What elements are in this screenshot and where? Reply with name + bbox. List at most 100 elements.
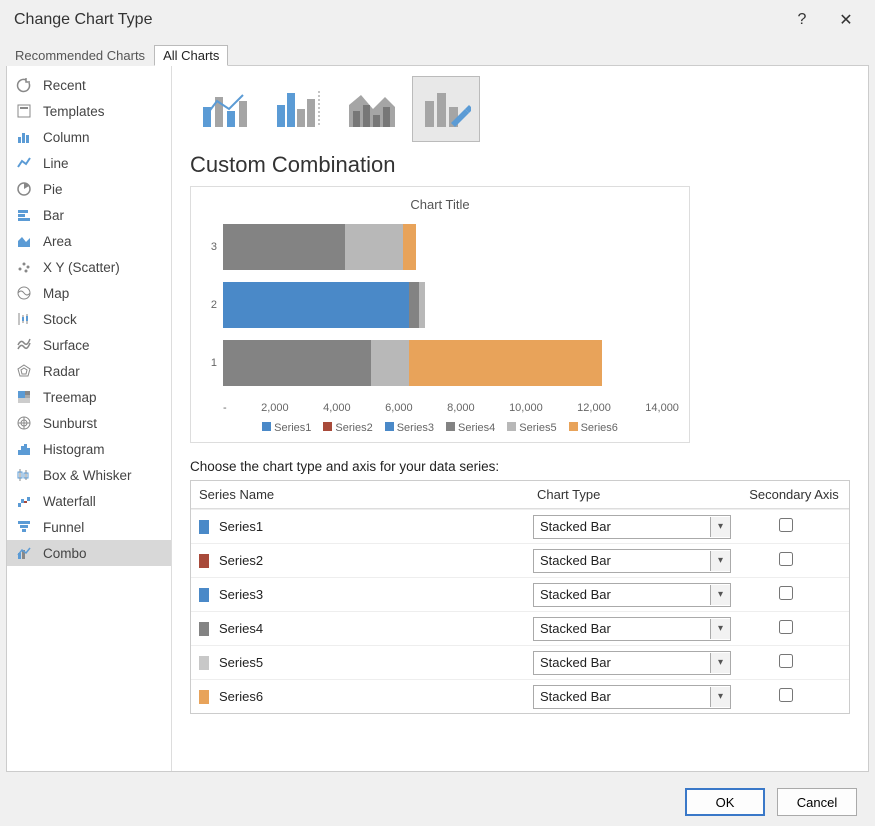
chart-type-icon — [15, 233, 33, 249]
cancel-button[interactable]: Cancel — [777, 788, 857, 816]
preview-bar-row — [223, 282, 425, 328]
tab-recommended[interactable]: Recommended Charts — [6, 45, 154, 66]
chart-type-value: Stacked Bar — [540, 655, 611, 670]
sidebar-item-surface[interactable]: Surface — [7, 332, 171, 358]
chevron-down-icon[interactable]: ▾ — [710, 653, 730, 673]
chart-type-icon — [15, 155, 33, 171]
sidebar-item-pie[interactable]: Pie — [7, 176, 171, 202]
chart-type-dropdown[interactable]: Stacked Bar ▾ — [533, 651, 731, 675]
chevron-down-icon[interactable]: ▾ — [710, 687, 730, 707]
sidebar-item-radar[interactable]: Radar — [7, 358, 171, 384]
header-series-name: Series Name — [191, 481, 529, 508]
sidebar-item-column[interactable]: Column — [7, 124, 171, 150]
chart-type-value: Stacked Bar — [540, 587, 611, 602]
sidebar-item-treemap[interactable]: Treemap — [7, 384, 171, 410]
sidebar-item-label: Radar — [43, 364, 80, 379]
series-name: Series1 — [219, 519, 533, 534]
chart-type-value: Stacked Bar — [540, 689, 611, 704]
sidebar-item-templates[interactable]: Templates — [7, 98, 171, 124]
secondary-axis-checkbox[interactable] — [779, 688, 793, 702]
subtype-custom[interactable] — [412, 76, 480, 142]
sidebar-item-label: Stock — [43, 312, 77, 327]
legend-item: Series4 — [446, 422, 495, 434]
sidebar-item-line[interactable]: Line — [7, 150, 171, 176]
chart-type-icon — [15, 441, 33, 457]
sidebar-item-area[interactable]: Area — [7, 228, 171, 254]
chart-type-dropdown[interactable]: Stacked Bar ▾ — [533, 617, 731, 641]
series-table-header: Series Name Chart Type Secondary Axis — [191, 481, 849, 509]
sidebar-item-funnel[interactable]: Funnel — [7, 514, 171, 540]
chart-type-icon — [15, 545, 33, 561]
series-name: Series2 — [219, 553, 533, 568]
bar-segment — [409, 340, 602, 386]
sidebar-item-waterfall[interactable]: Waterfall — [7, 488, 171, 514]
sidebar-item-label: Map — [43, 286, 69, 301]
chart-type-dropdown[interactable]: Stacked Bar ▾ — [533, 549, 731, 573]
chevron-down-icon[interactable]: ▾ — [710, 585, 730, 605]
chevron-down-icon[interactable]: ▾ — [710, 517, 730, 537]
x-axis-tick: 10,000 — [509, 402, 543, 414]
sidebar-item-x-y-scatter-[interactable]: X Y (Scatter) — [7, 254, 171, 280]
chart-type-value: Stacked Bar — [540, 553, 611, 568]
sidebar-item-label: Area — [43, 234, 72, 249]
bar-segment — [403, 224, 416, 270]
subtype-stacked-area-column[interactable] — [338, 76, 406, 142]
chart-type-dropdown[interactable]: Stacked Bar ▾ — [533, 685, 731, 709]
series-row: Series5 Stacked Bar ▾ — [191, 645, 849, 679]
x-axis-tick: 6,000 — [385, 402, 413, 414]
chart-type-dropdown[interactable]: Stacked Bar ▾ — [533, 583, 731, 607]
chart-type-icon — [15, 519, 33, 535]
sidebar-item-histogram[interactable]: Histogram — [7, 436, 171, 462]
series-name: Series4 — [219, 621, 533, 636]
tab-strip: Recommended Charts All Charts — [6, 44, 875, 65]
chart-type-value: Stacked Bar — [540, 621, 611, 636]
sidebar-item-box-whisker[interactable]: Box & Whisker — [7, 462, 171, 488]
bar-segment — [223, 224, 345, 270]
subtype-clustered-line-secondary[interactable] — [264, 76, 332, 142]
secondary-axis-checkbox[interactable] — [779, 552, 793, 566]
sidebar-item-combo[interactable]: Combo — [7, 540, 171, 566]
sidebar-item-map[interactable]: Map — [7, 280, 171, 306]
secondary-axis-checkbox[interactable] — [779, 586, 793, 600]
close-button[interactable]: ✕ — [831, 10, 861, 30]
preview-bar-row — [223, 224, 416, 270]
secondary-axis-checkbox[interactable] — [779, 654, 793, 668]
tab-all-charts[interactable]: All Charts — [154, 45, 228, 66]
sidebar-item-label: Funnel — [43, 520, 84, 535]
sidebar-item-bar[interactable]: Bar — [7, 202, 171, 228]
series-name: Series5 — [219, 655, 533, 670]
chart-type-icon — [15, 181, 33, 197]
secondary-axis-checkbox[interactable] — [779, 518, 793, 532]
main-panel: RecentTemplatesColumnLinePieBar Area X Y (… — [6, 65, 869, 772]
chart-type-icon — [15, 337, 33, 353]
help-button[interactable]: ? — [787, 11, 817, 29]
instruction-text: Choose the chart type and axis for your … — [190, 459, 850, 474]
y-axis-label: 3 — [211, 241, 217, 253]
x-axis-tick: 12,000 — [577, 402, 611, 414]
chart-type-icon — [15, 129, 33, 145]
sidebar-item-label: Sunburst — [43, 416, 97, 431]
sidebar-item-stock[interactable]: Stock — [7, 306, 171, 332]
sidebar-item-recent[interactable]: Recent — [7, 72, 171, 98]
x-axis-tick: 4,000 — [323, 402, 351, 414]
chart-type-dropdown[interactable]: Stacked Bar▾ — [533, 515, 731, 539]
series-row: Series1Stacked Bar▾ — [191, 509, 849, 543]
secondary-axis-checkbox[interactable] — [779, 620, 793, 634]
series-row: Series3Stacked Bar▾ — [191, 577, 849, 611]
x-axis-tick: 14,000 — [645, 402, 679, 414]
ok-button[interactable]: OK — [685, 788, 765, 816]
series-row: Series2 Stacked Bar ▾ — [191, 543, 849, 577]
series-color-swatch — [199, 588, 209, 602]
x-axis-tick: 2,000 — [261, 402, 289, 414]
sidebar-item-sunburst[interactable]: Sunburst — [7, 410, 171, 436]
chevron-down-icon[interactable]: ▾ — [710, 619, 730, 639]
window-title: Change Chart Type — [14, 11, 787, 29]
legend-item: Series1 — [262, 422, 311, 434]
header-chart-type: Chart Type — [529, 481, 739, 508]
chart-type-icon — [15, 311, 33, 327]
chevron-down-icon[interactable]: ▾ — [710, 551, 730, 571]
series-color-swatch — [199, 520, 209, 534]
sidebar-item-label: Box & Whisker — [43, 468, 132, 483]
subtype-clustered-line[interactable] — [190, 76, 258, 142]
bar-segment — [419, 282, 425, 328]
